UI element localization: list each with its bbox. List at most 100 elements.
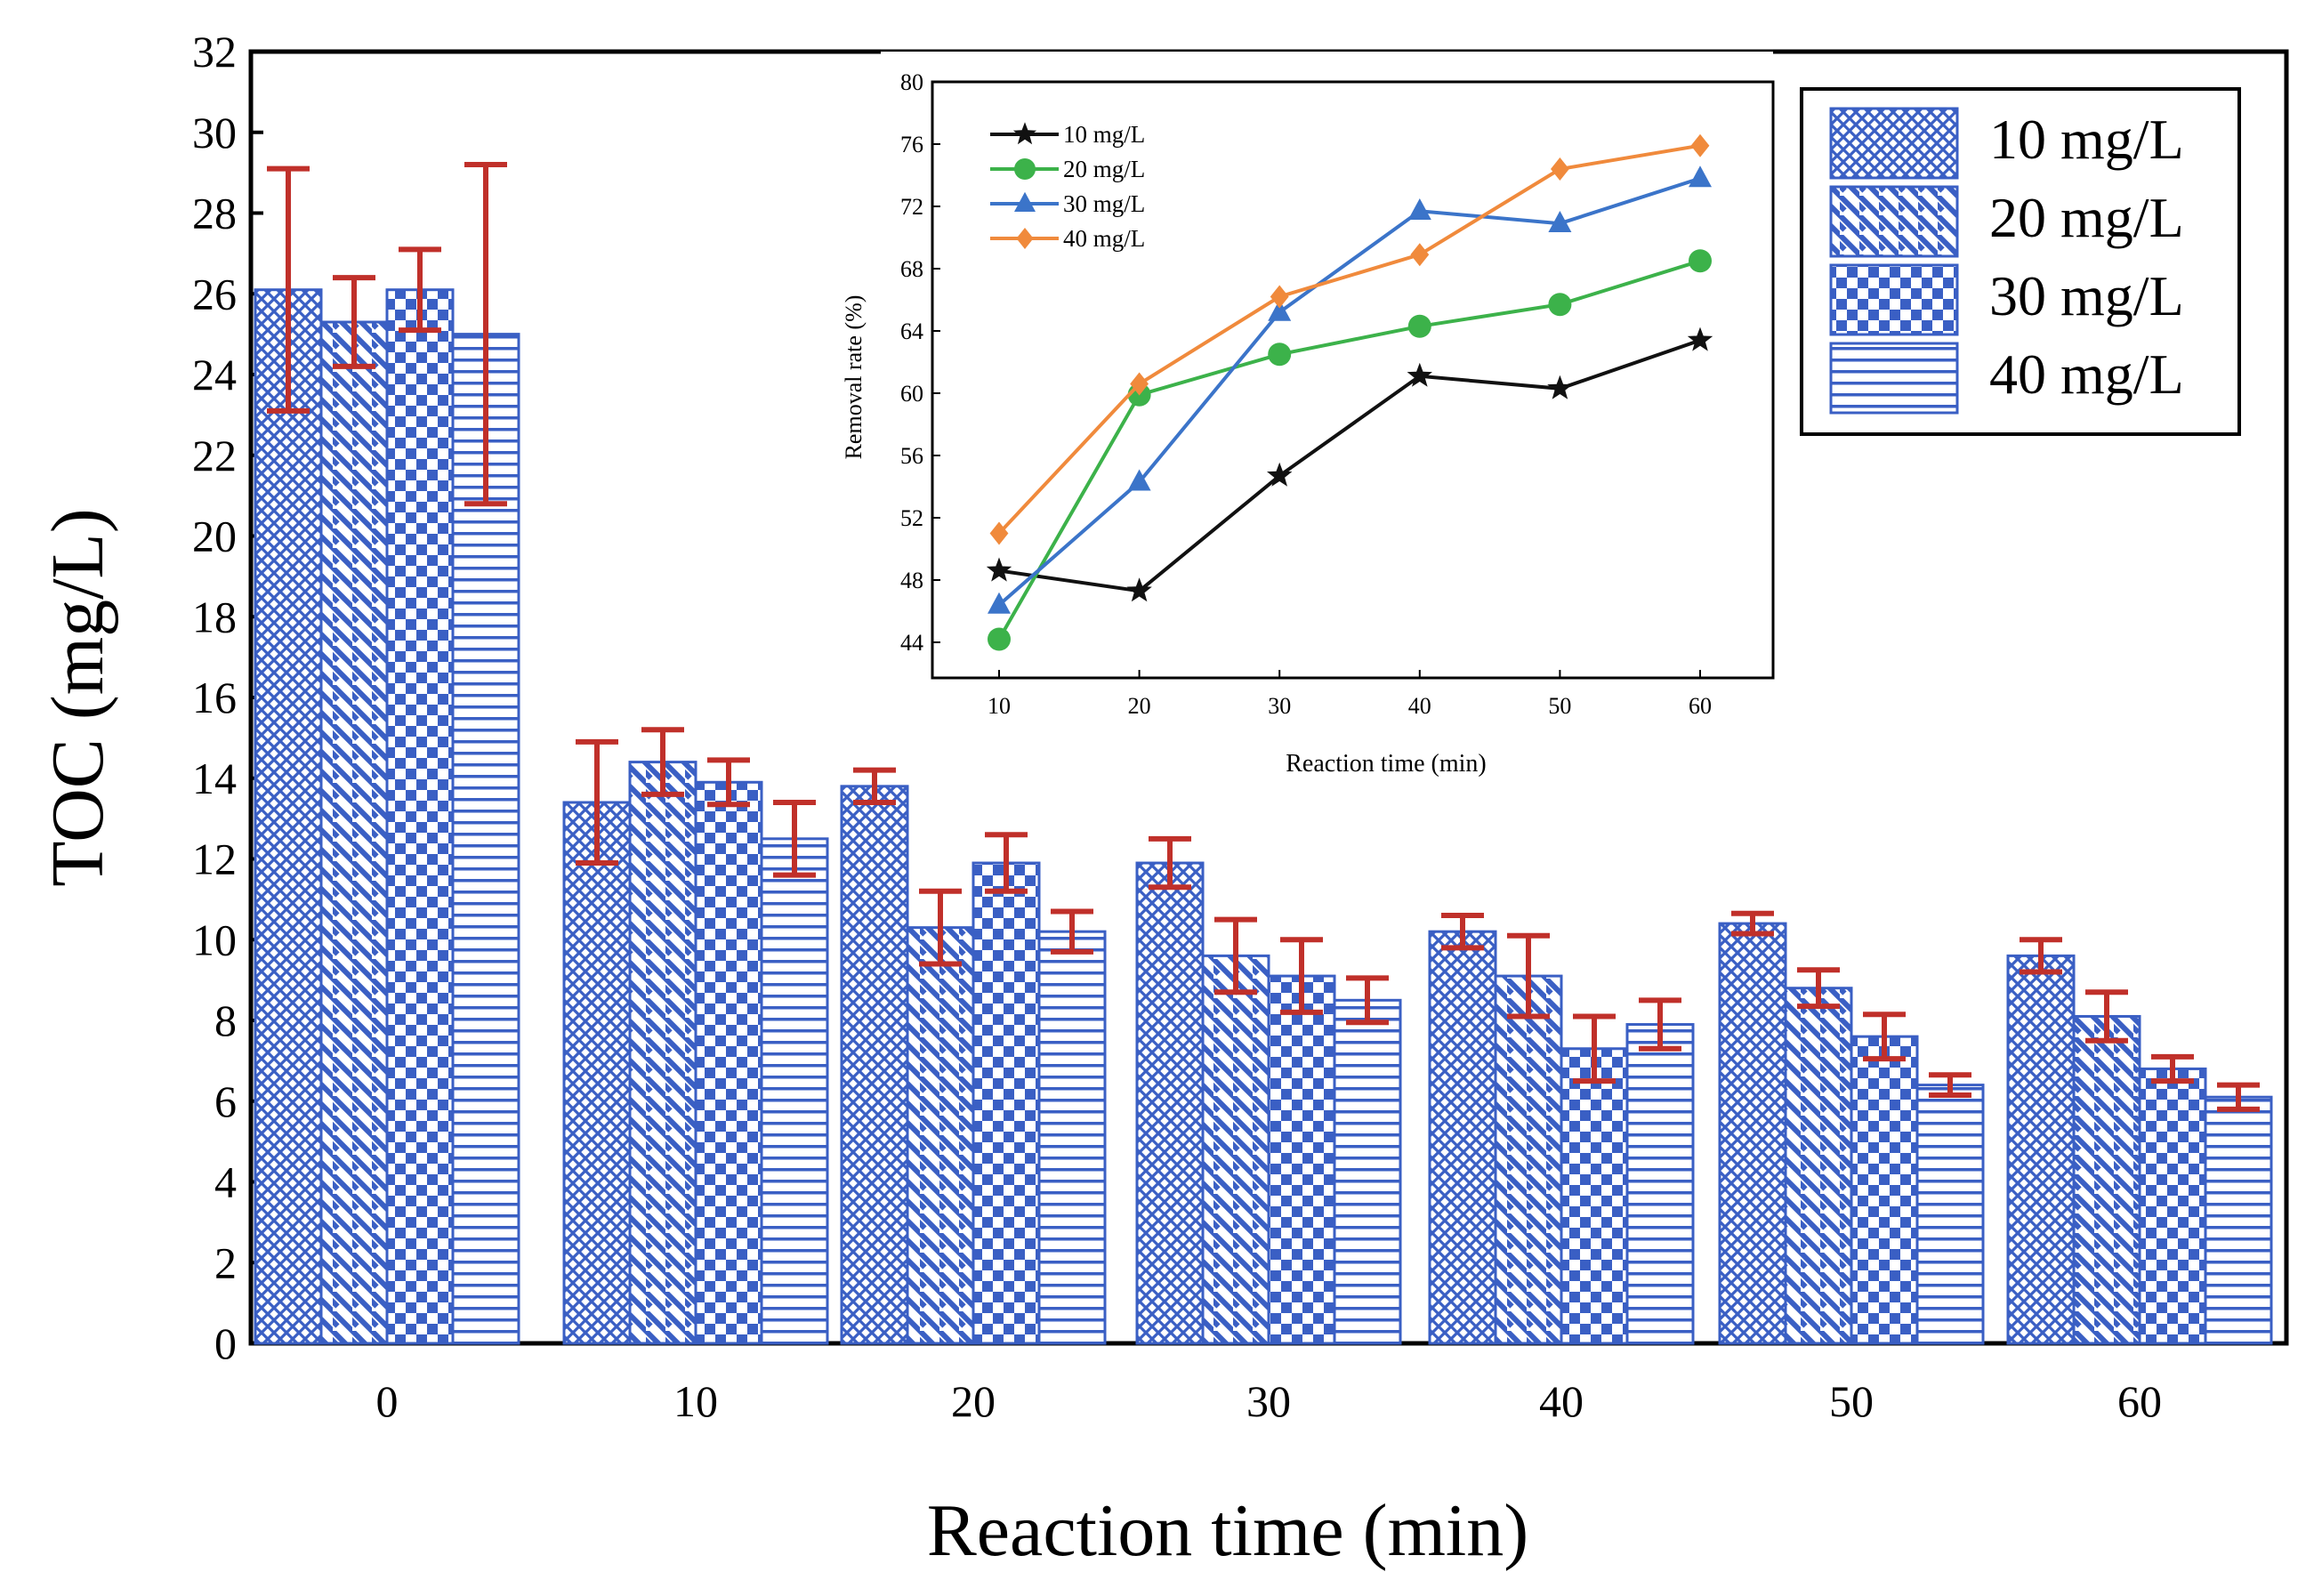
inset-point (1410, 243, 1430, 267)
main-bar (1428, 930, 1497, 1345)
inset-point (1012, 122, 1037, 145)
inset-x-axis: 10 20 30 40 50 60 (988, 670, 1712, 719)
main-y-tick-label: 18 (192, 592, 237, 641)
main-bar (2138, 1067, 2207, 1345)
inset-y-tick-label: 52 (900, 505, 923, 531)
main-bar (628, 761, 697, 1345)
main-y-tick-label: 14 (192, 754, 237, 803)
inset-y-tick-label: 72 (900, 194, 923, 220)
main-x-axis: 0 10 20 30 40 50 60 (376, 1376, 2163, 1426)
main-legend-label: 30 mg/L (1989, 264, 2184, 327)
inset-series-line (997, 259, 1701, 641)
main-y-tick-label: 10 (192, 915, 237, 964)
inset-line-chart: 44 48 52 56 60 64 68 72 76 80 10 20 30 40 50 60 10 mg/… (841, 52, 1775, 778)
main-legend-label: 20 mg/L (1989, 186, 2184, 249)
inset-point (1407, 314, 1431, 338)
main-bar (2006, 954, 2076, 1345)
inset-y-tick-label: 68 (900, 256, 923, 282)
inset-legend-label: 30 mg/L (1063, 190, 1145, 217)
main-x-tick-label: 20 (951, 1376, 996, 1426)
inset-point (1547, 375, 1573, 399)
main-bar (1333, 998, 1402, 1345)
main-y-tick-label: 8 (214, 995, 237, 1045)
main-y-tick-label: 24 (192, 350, 237, 399)
main-bar (1560, 1047, 1629, 1345)
inset-x-tick-label: 20 (1128, 693, 1151, 719)
main-bar (906, 926, 975, 1345)
main-bars (254, 288, 2273, 1345)
inset-point (1268, 299, 1292, 321)
main-bar (2204, 1095, 2273, 1345)
inset-x-tick-label: 60 (1689, 693, 1712, 719)
main-x-tick-label: 30 (1246, 1376, 1291, 1426)
inset-point (1689, 165, 1712, 188)
main-bar (1625, 1023, 1695, 1345)
inset-x-tick-label: 40 (1408, 693, 1431, 719)
inset-point (1014, 158, 1036, 180)
inset-point (1689, 249, 1712, 273)
inset-point (1687, 326, 1713, 351)
inset-legend-label: 40 mg/L (1063, 225, 1145, 252)
main-legend-swatch (1829, 342, 1959, 415)
main-bar (1915, 1084, 1985, 1345)
main-bar (1850, 1035, 1919, 1345)
inset-series-line (998, 338, 1701, 593)
main-x-tick-label: 40 (1539, 1376, 1584, 1426)
inset-y-tick-label: 64 (900, 318, 923, 344)
main-bar (1135, 861, 1205, 1345)
main-bar (1784, 987, 1853, 1345)
main-bar (1037, 930, 1107, 1345)
inset-y-axis-label: Removal rate (%) (841, 295, 867, 460)
main-y-tick-label: 0 (214, 1318, 237, 1368)
main-error-bars (267, 162, 2260, 1112)
inset-x-tick-label: 50 (1548, 693, 1571, 719)
main-y-tick-label: 28 (192, 189, 237, 238)
main-bar (562, 801, 632, 1345)
main-x-tick-label: 50 (1829, 1376, 1874, 1426)
main-bar (385, 288, 455, 1345)
inset-legend-label: 20 mg/L (1063, 156, 1145, 182)
main-x-tick-label: 10 (673, 1376, 718, 1426)
main-legend-swatch (1829, 263, 1959, 336)
main-x-tick-label: 0 (376, 1376, 399, 1426)
inset-point (1407, 362, 1432, 387)
inset-y-axis: 44 48 52 56 60 64 68 72 76 80 (900, 69, 940, 656)
main-y-tick-label: 32 (192, 27, 237, 77)
inset-point (1407, 197, 1431, 220)
inset-lines (986, 133, 1713, 651)
inset-point (1127, 469, 1151, 491)
main-legend-label: 40 mg/L (1989, 343, 2184, 406)
main-y-axis-label: TOC (mg/L) (36, 508, 119, 886)
inset-point (988, 627, 1011, 651)
main-legend-swatch (1829, 185, 1959, 258)
inset-legend-label: 10 mg/L (1063, 121, 1145, 148)
main-bar (1267, 974, 1336, 1345)
main-x-axis-label: Reaction time (min) (927, 1489, 1528, 1572)
main-bar (1718, 922, 1787, 1345)
main-bar (254, 288, 323, 1345)
inset-point (988, 592, 1011, 614)
inset-y-tick-label: 76 (900, 132, 923, 157)
inset-y-tick-label: 60 (900, 381, 923, 407)
main-bar (840, 785, 909, 1345)
inset-y-tick-label: 80 (900, 69, 923, 95)
inset-y-tick-label: 48 (900, 568, 923, 593)
inset-point (1130, 372, 1149, 396)
inset-point (986, 557, 1012, 582)
main-bar (760, 837, 829, 1345)
inset-x-tick-label: 10 (988, 693, 1011, 719)
inset-point (1126, 577, 1152, 602)
main-y-tick-label: 16 (192, 673, 237, 722)
inset-series-line (997, 176, 1701, 607)
inset-point (1270, 285, 1289, 309)
inset-y-tick-label: 44 (900, 630, 923, 656)
main-y-tick-label: 12 (192, 834, 237, 884)
main-bar (972, 861, 1041, 1345)
inset-point (1548, 293, 1572, 317)
main-y-tick-label: 4 (214, 1157, 237, 1207)
inset-point (1268, 343, 1292, 367)
main-y-tick-label: 2 (214, 1237, 237, 1287)
